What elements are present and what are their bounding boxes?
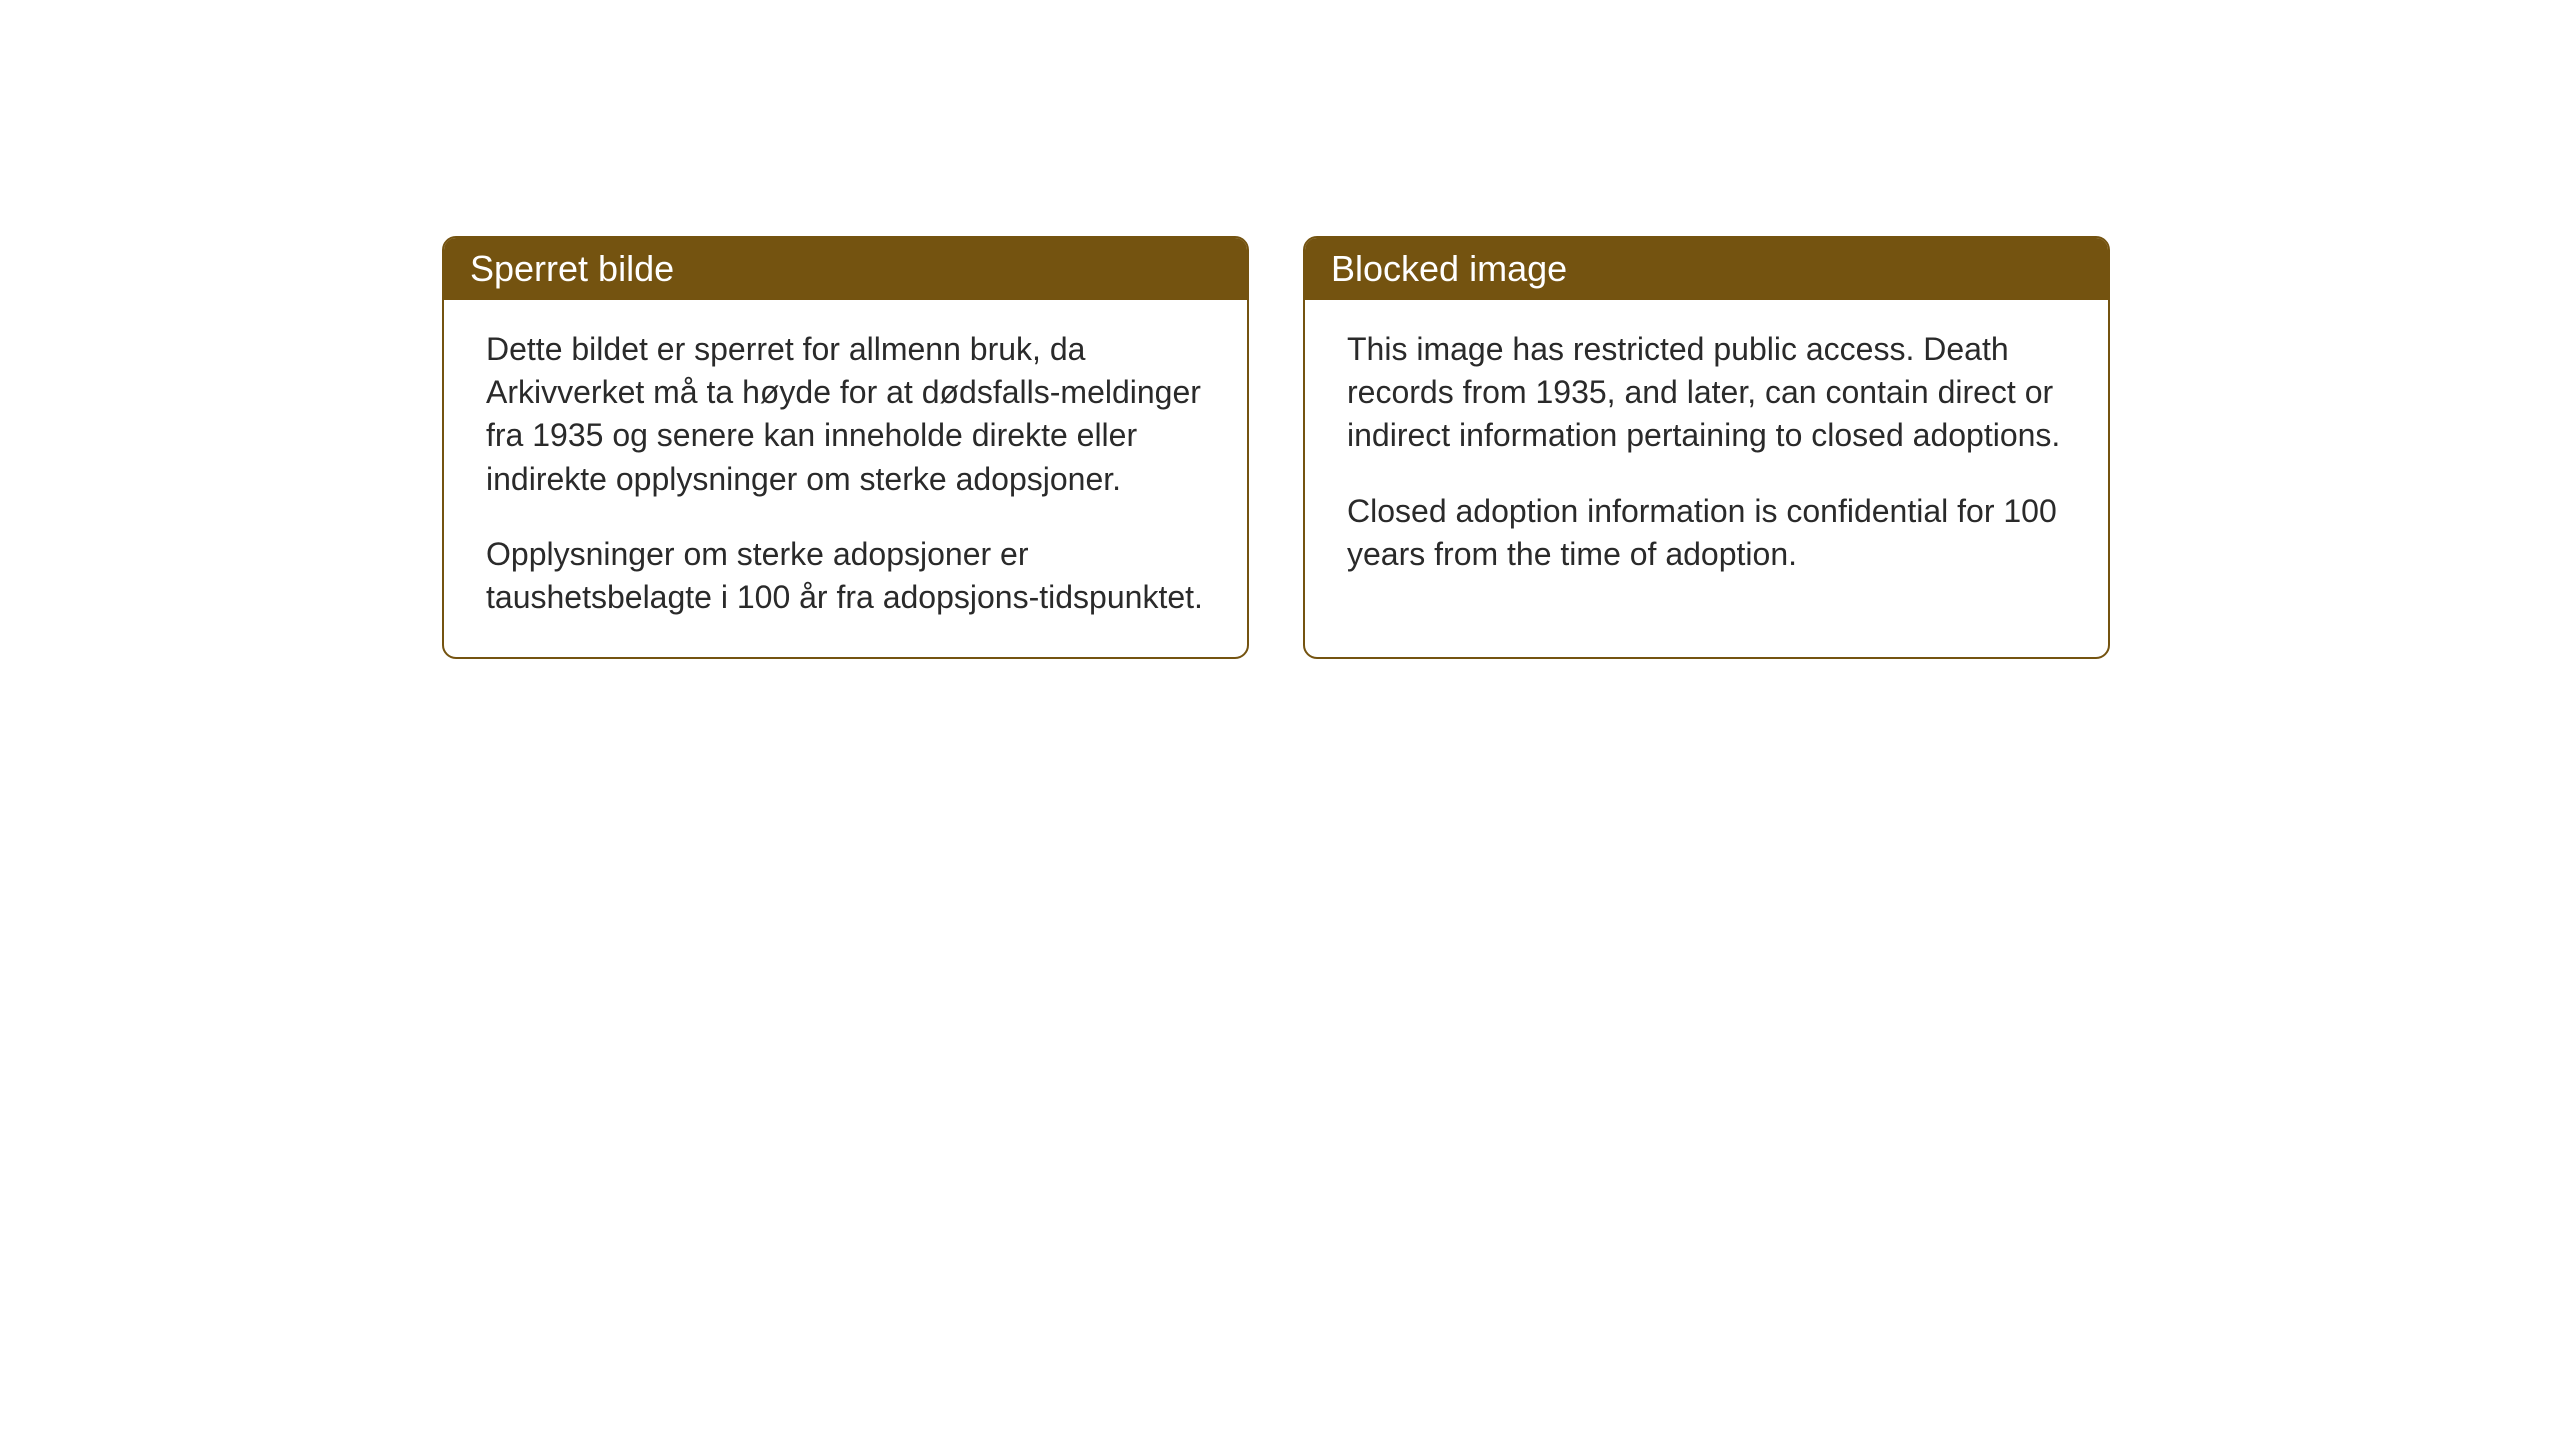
norwegian-paragraph-1: Dette bildet er sperret for allmenn bruk…	[486, 328, 1205, 501]
norwegian-notice-card: Sperret bilde Dette bildet er sperret fo…	[442, 236, 1249, 659]
english-card-title: Blocked image	[1305, 238, 2108, 300]
english-notice-card: Blocked image This image has restricted …	[1303, 236, 2110, 659]
english-paragraph-1: This image has restricted public access.…	[1347, 328, 2066, 458]
english-card-body: This image has restricted public access.…	[1305, 300, 2108, 614]
norwegian-paragraph-2: Opplysninger om sterke adopsjoner er tau…	[486, 533, 1205, 619]
norwegian-card-body: Dette bildet er sperret for allmenn bruk…	[444, 300, 1247, 657]
norwegian-card-title: Sperret bilde	[444, 238, 1247, 300]
notice-cards-container: Sperret bilde Dette bildet er sperret fo…	[442, 236, 2110, 659]
english-paragraph-2: Closed adoption information is confident…	[1347, 490, 2066, 576]
